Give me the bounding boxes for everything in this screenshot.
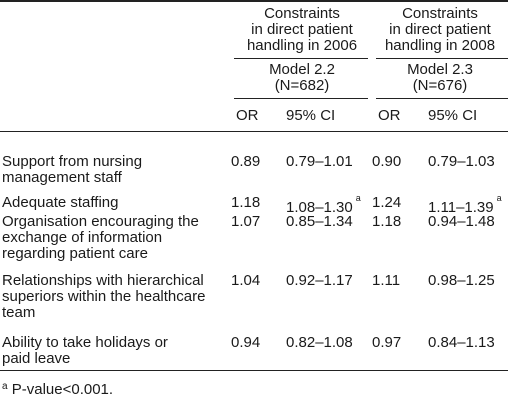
row-2-ci-2008-note: a — [496, 193, 502, 203]
group-header-2006-line2: in direct patient — [251, 21, 353, 38]
footnote-mark: a — [2, 381, 8, 392]
table-top-rule — [0, 0, 508, 2]
group-header-2006: Constraints in direct patient handling i… — [232, 6, 372, 54]
row-4-or-2006: 1.04 — [231, 272, 261, 289]
row-2-or-2006: 1.18 — [231, 194, 261, 211]
row-4-ci-2006-value: 0.92–1.17 — [286, 272, 353, 289]
row-5-ci-2006: 0.82–1.08 — [286, 335, 353, 351]
row-4-ci-2006: 0.92–1.17 — [286, 273, 353, 289]
model-header-2-3: Model 2.3 (N=676) — [372, 62, 508, 94]
row-5-or-2008: 0.97 — [372, 334, 402, 351]
row-label-5: Ability to take holidays or paid leave — [2, 334, 168, 367]
model-header-2-2-n: (N=682) — [274, 77, 330, 94]
footnote-text: P-value<0.001. — [7, 381, 114, 398]
row-1-ci-2008-value: 0.79–1.03 — [428, 153, 495, 170]
row-5-ci-2008-value: 0.84–1.13 — [428, 334, 495, 351]
row-3-ci-2006-value: 0.85–1.34 — [286, 213, 353, 230]
col-header-ci-2008: 95% CI — [428, 107, 478, 124]
row-1-ci-2006: 0.79–1.01 — [286, 154, 353, 170]
model-header-2-2: Model 2.2 (N=682) — [232, 62, 372, 94]
group-header-2008: Constraints in direct patient handling i… — [372, 6, 508, 54]
row-1-ci-2008: 0.79–1.03 — [428, 154, 495, 170]
group-header-2006-line3: handling in 2006 — [246, 37, 358, 54]
row-3-ci-2008: 0.94–1.48 — [428, 214, 495, 230]
row-4-ci-2008-value: 0.98–1.25 — [428, 272, 495, 289]
row-1-ci-2006-value: 0.79–1.01 — [286, 153, 353, 170]
row-2-ci-2006-note: a — [355, 193, 361, 203]
group-underline-2006 — [234, 58, 368, 59]
row-2-or-2008: 1.24 — [372, 194, 402, 211]
row-label-1: Support from nursing management staff — [2, 153, 143, 186]
row-5-or-2006: 0.94 — [231, 334, 261, 351]
model-header-2-3-n: (N=676) — [412, 77, 468, 94]
table-bottom-rule — [0, 370, 508, 371]
group-header-2008-line3: handling in 2008 — [384, 37, 496, 54]
row-2-ci-2006: 1.08–1.30a — [286, 193, 361, 216]
row-3-ci-2008-value: 0.94–1.48 — [428, 213, 495, 230]
row-2-ci-2008-value: 1.11–1.39 — [428, 199, 494, 216]
model-underline-2-2 — [234, 98, 368, 99]
row-label-4: Relationships with hierarchical superior… — [2, 272, 206, 321]
group-header-2008-line2: in direct patient — [389, 21, 491, 38]
row-2-ci-2008: 1.11–1.39a — [428, 193, 502, 216]
row-4-ci-2008: 0.98–1.25 — [428, 273, 495, 289]
row-4-or-2008: 1.11 — [372, 272, 401, 289]
row-label-2: Adequate staffing — [2, 194, 119, 211]
row-3-or-2006: 1.07 — [231, 213, 261, 230]
group-underline-2008 — [376, 58, 508, 59]
row-label-3: Organisation encouraging the exchange of… — [2, 213, 199, 262]
group-header-2008-line1: Constraints — [402, 5, 478, 22]
group-header-2006-line1: Constraints — [264, 5, 340, 22]
model-header-2-2-name: Model 2.2 — [269, 61, 335, 78]
row-1-or-2006: 0.89 — [231, 153, 261, 170]
col-header-or-2006: OR — [236, 107, 259, 124]
row-3-or-2008: 1.18 — [372, 213, 402, 230]
footnote: a P-value<0.001. — [2, 381, 114, 400]
model-header-2-3-name: Model 2.3 — [407, 61, 473, 78]
row-1-or-2008: 0.90 — [372, 153, 402, 170]
row-5-ci-2008: 0.84–1.13 — [428, 335, 495, 351]
row-3-ci-2006: 0.85–1.34 — [286, 214, 353, 230]
row-5-ci-2006-value: 0.82–1.08 — [286, 334, 353, 351]
col-header-or-2008: OR — [378, 107, 401, 124]
col-header-ci-2006: 95% CI — [286, 107, 336, 124]
row-2-ci-2006-value: 1.08–1.30 — [286, 199, 353, 216]
header-bottom-rule — [0, 131, 508, 132]
model-underline-2-3 — [376, 98, 508, 99]
